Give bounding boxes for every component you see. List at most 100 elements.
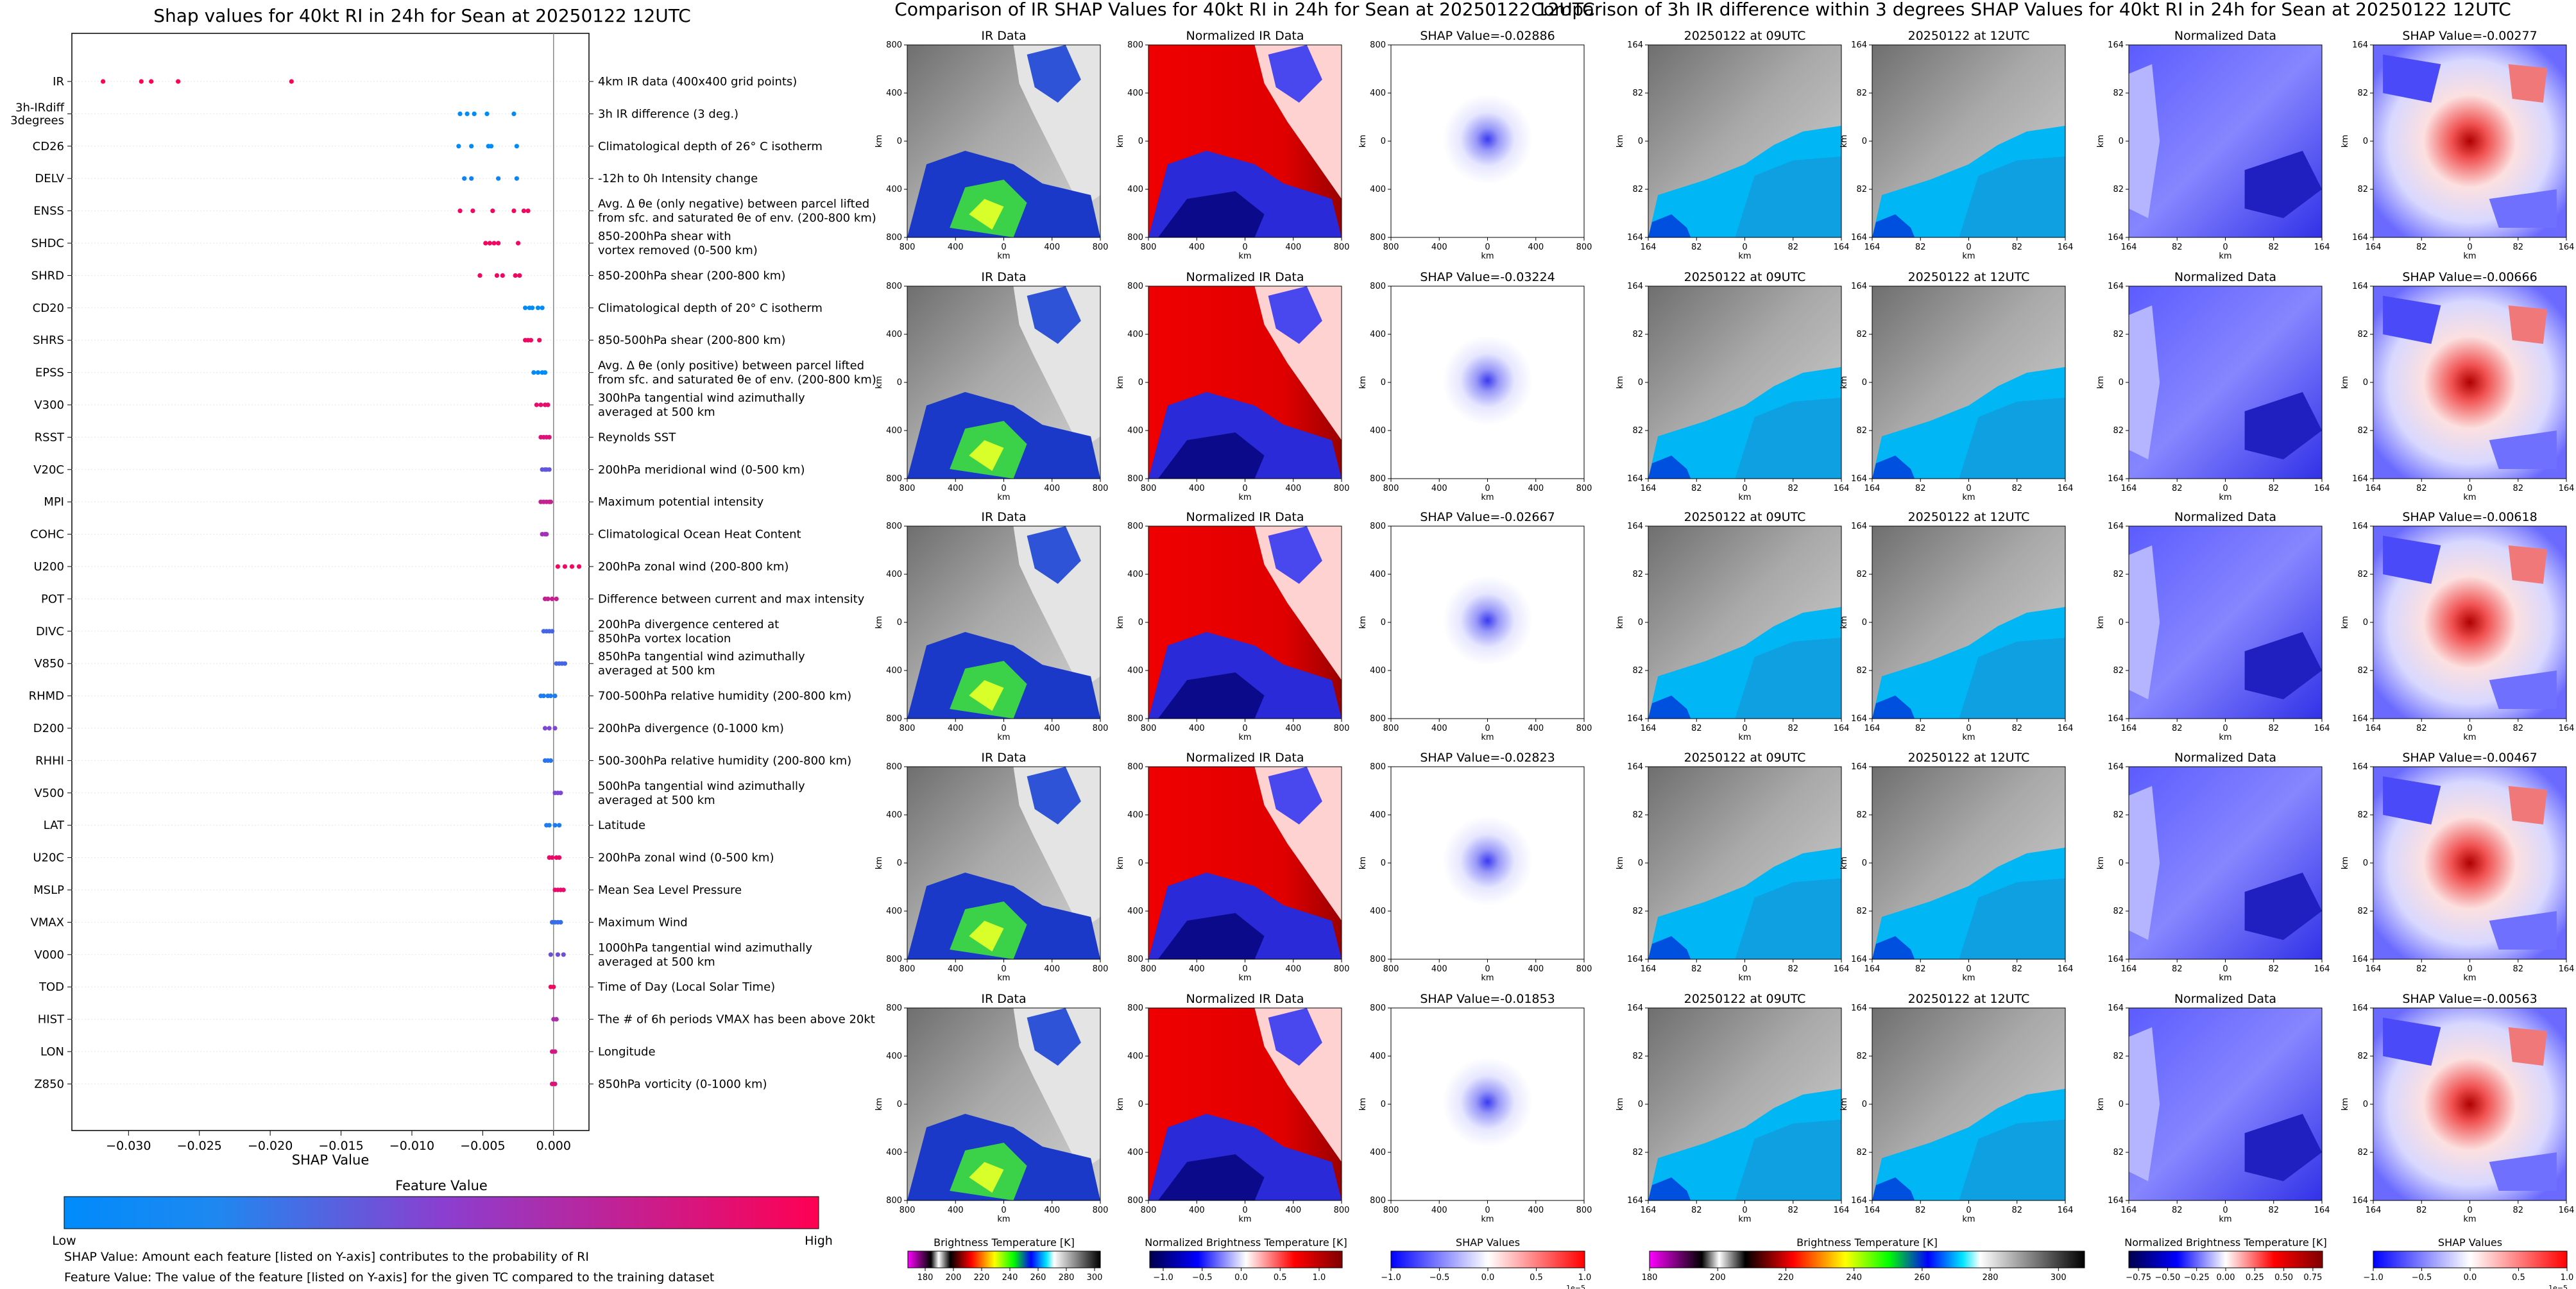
ir-ytick-label: 800 bbox=[1370, 955, 1386, 964]
shap-point bbox=[514, 176, 519, 181]
shap-point bbox=[457, 111, 463, 116]
diff-ytick-label: 82 bbox=[2113, 666, 2124, 676]
diff-xlabel: km bbox=[2463, 252, 2476, 261]
colorbar-tick-label: 220 bbox=[1778, 1273, 1794, 1283]
shap-point bbox=[555, 564, 561, 569]
diff-panel-title: 20250122 at 09UTC bbox=[1684, 29, 1806, 43]
diff-xtick-label: 164 bbox=[1864, 484, 1881, 493]
ir-xtick-label: 400 bbox=[1528, 724, 1544, 733]
shap-point bbox=[517, 273, 522, 278]
diff-ylabel: km bbox=[1616, 857, 1625, 869]
diff-ytick-label: 164 bbox=[2352, 714, 2368, 724]
diff-shap-panel-title: SHAP Value=-0.00563 bbox=[2402, 992, 2537, 1006]
diff-ytick-label: 0 bbox=[1862, 618, 1867, 627]
shap-point bbox=[540, 305, 545, 311]
diff-ytick-label: 164 bbox=[1627, 233, 1643, 243]
diff-ytick-label: 0 bbox=[2363, 378, 2368, 388]
feature-name-label: COHC bbox=[30, 528, 64, 542]
diff-ytick-label: 82 bbox=[2113, 330, 2124, 339]
shap-point bbox=[548, 952, 553, 957]
shap-point bbox=[496, 176, 501, 181]
diff-shap-positive-patch bbox=[2508, 1027, 2547, 1066]
shap-point bbox=[484, 111, 490, 116]
diff-ylabel: km bbox=[1839, 857, 1849, 869]
shap-point bbox=[548, 694, 553, 699]
feature-description-label: Maximum Wind bbox=[598, 916, 688, 929]
diff-ytick-label: 164 bbox=[1851, 1196, 1867, 1206]
ir-ytick-label: 800 bbox=[1370, 1003, 1386, 1013]
normalized-coldest-region bbox=[1158, 432, 1265, 479]
diff-xtick-label: 82 bbox=[2011, 964, 2022, 974]
diff-ylabel: km bbox=[1839, 616, 1849, 629]
ir-xtick-label: 400 bbox=[1431, 964, 1447, 974]
ir-xlabel: km bbox=[1238, 252, 1251, 261]
ir-ylabel: km bbox=[1358, 1098, 1368, 1111]
diff-ytick-label: 82 bbox=[2113, 907, 2124, 916]
ir-xtick-label: 400 bbox=[1528, 484, 1544, 493]
diff-ytick-label: 164 bbox=[2108, 1003, 2124, 1013]
diff-xtick-label: 82 bbox=[2512, 1206, 2523, 1215]
diff-ytick-label: 82 bbox=[2113, 185, 2124, 194]
diff-ytick-label: 82 bbox=[1632, 907, 1643, 916]
diff-ytick-label: 164 bbox=[2108, 282, 2124, 291]
ir-ytick-label: 0 bbox=[1138, 1100, 1143, 1109]
diff-shap-positive-patch bbox=[2508, 305, 2547, 344]
diff-xtick-label: 164 bbox=[2121, 484, 2137, 493]
feature-value-low-label: Low bbox=[52, 1234, 76, 1248]
feature-description-label: Avg. Δ θe (only positive) between parcel… bbox=[598, 359, 864, 373]
ir-ytick-label: 400 bbox=[1370, 907, 1386, 916]
shap-point bbox=[523, 305, 528, 311]
diff-coldest-spot bbox=[1872, 696, 1915, 719]
diff-panel-title: 20250122 at 12UTC bbox=[1908, 29, 2030, 43]
shap-point bbox=[139, 79, 144, 84]
ir-ytick-label: 400 bbox=[886, 89, 902, 98]
diff-panel-title: 20250122 at 12UTC bbox=[1908, 751, 2030, 765]
ir-xlabel: km bbox=[1238, 973, 1251, 983]
feature-description-label: from sfc. and saturated θe of env. (200-… bbox=[598, 373, 876, 387]
diff-xtick-label: 0 bbox=[1742, 724, 1747, 733]
shap-point bbox=[561, 887, 566, 892]
ir-ytick-label: 400 bbox=[1370, 89, 1386, 98]
diff-xtick-label: 82 bbox=[1915, 1206, 1926, 1215]
diff-ytick-label: 0 bbox=[1862, 137, 1867, 146]
diff-xtick-label: 164 bbox=[1641, 243, 1657, 252]
ir-shap-panel-title: SHAP Value=-0.02667 bbox=[1420, 510, 1555, 524]
diff-ytick-label: 82 bbox=[1632, 426, 1643, 436]
diff-xtick-label: 82 bbox=[1915, 724, 1926, 733]
ir-shap-panel-title: SHAP Value=-0.02823 bbox=[1420, 751, 1555, 765]
ir-xtick-label: 400 bbox=[1285, 964, 1301, 974]
ir-xtick-label: 400 bbox=[948, 243, 964, 252]
ir-xtick-label: 800 bbox=[1576, 724, 1592, 733]
shap-point bbox=[552, 694, 558, 699]
feature-description-label: vortex removed (0-500 km) bbox=[598, 244, 758, 257]
ir-ytick-label: 400 bbox=[1127, 426, 1143, 436]
colorbar-tick-label: 300 bbox=[2051, 1273, 2067, 1283]
shap-point bbox=[490, 209, 495, 214]
feature-description-label: Maximum potential intensity bbox=[598, 495, 764, 509]
diff-xtick-label: 82 bbox=[2512, 964, 2523, 974]
diff-ytick-label: 0 bbox=[2119, 137, 2124, 146]
shap-point bbox=[547, 823, 552, 828]
shap-point bbox=[535, 370, 541, 375]
feature-description-label: -12h to 0h Intensity change bbox=[598, 172, 758, 185]
ir-ytick-label: 400 bbox=[1127, 907, 1143, 916]
colorbar-tick-label: 200 bbox=[1710, 1273, 1726, 1283]
colorbar-tick-label: 0.0 bbox=[1234, 1273, 1248, 1283]
ir-xtick-label: 0 bbox=[1242, 724, 1247, 733]
ir-xlabel: km bbox=[1238, 733, 1251, 742]
diff-ylabel: km bbox=[1839, 1098, 1849, 1111]
diff-shap-negative-patch bbox=[2383, 55, 2441, 103]
diff-ylabel: km bbox=[1839, 376, 1849, 389]
diff-ytick-label: 82 bbox=[2357, 907, 2368, 916]
diff-xtick-label: 82 bbox=[2011, 724, 2022, 733]
diff-panel-title: Normalized Data bbox=[2174, 751, 2276, 765]
diff-ytick-label: 82 bbox=[2113, 1052, 2124, 1061]
shap-point bbox=[548, 758, 553, 763]
feature-name-label: DELV bbox=[35, 172, 64, 185]
feature-name-label: SHRS bbox=[33, 334, 64, 347]
diff-xtick-label: 164 bbox=[2366, 1206, 2382, 1215]
diff-xtick-label: 0 bbox=[2467, 724, 2472, 733]
shap-point bbox=[514, 144, 519, 149]
ir-xtick-label: 400 bbox=[1285, 484, 1301, 493]
